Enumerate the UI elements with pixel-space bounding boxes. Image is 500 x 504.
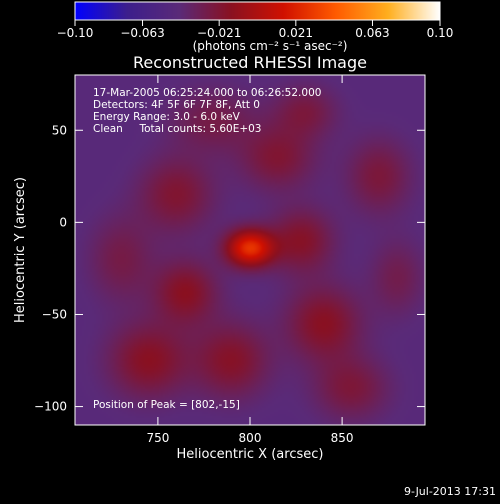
annotation-energy-range: Energy Range: 3.0 - 6.0 keV xyxy=(93,111,241,123)
annotation-clean-counts: Clean Total counts: 5.60E+03 xyxy=(93,123,262,135)
colorbar: −0.10 −0.063 −0.021 0.021 0.063 0.10 (photons… xyxy=(57,1,454,53)
y-tick-label: −50 xyxy=(42,307,67,321)
colorbar-ticks: −0.10 −0.063 −0.021 0.021 0.063 0.10 xyxy=(57,20,454,40)
colorbar-tick-label: −0.021 xyxy=(197,26,241,40)
y-axis-label: Heliocentric Y (arcsec) xyxy=(13,177,28,323)
y-tick-label: −100 xyxy=(34,400,67,414)
colorbar-gradient xyxy=(74,1,441,21)
y-tick-label: 0 xyxy=(59,215,67,229)
colorbar-tick-label: 0.063 xyxy=(355,26,389,40)
colorbar-tick-label: 0.021 xyxy=(279,26,313,40)
image-area xyxy=(75,75,425,425)
annotations: 17-Mar-2005 06:25:24.000 to 06:26:52.000… xyxy=(93,87,321,411)
colorbar-tick-label: −0.063 xyxy=(120,26,164,40)
axis-ticks: 750 800 850 −100 −50 0 50 xyxy=(34,75,425,445)
x-tick-label: 850 xyxy=(331,431,354,445)
chart-title: Reconstructed RHESSI Image xyxy=(133,53,367,72)
y-tick-label: 50 xyxy=(52,123,67,137)
x-tick-label: 750 xyxy=(146,431,169,445)
colorbar-tick-label: −0.10 xyxy=(57,26,94,40)
x-axis-label: Heliocentric X (arcsec) xyxy=(177,447,324,462)
annotation-time-range: 17-Mar-2005 06:25:24.000 to 06:26:52.000 xyxy=(93,87,321,99)
colorbar-units: (photons cm⁻² s⁻¹ asec⁻²) xyxy=(193,39,348,53)
footer-date: 9-Jul-2013 17:31 xyxy=(404,485,496,498)
heatmap-image xyxy=(75,75,425,425)
annotation-detectors: Detectors: 4F 5F 6F 7F 8F, Att 0 xyxy=(93,99,260,111)
colorbar-tick-label: 0.10 xyxy=(427,26,454,40)
x-tick-label: 800 xyxy=(239,431,262,445)
annotation-peak-position: Position of Peak = [802,-15] xyxy=(93,399,240,411)
